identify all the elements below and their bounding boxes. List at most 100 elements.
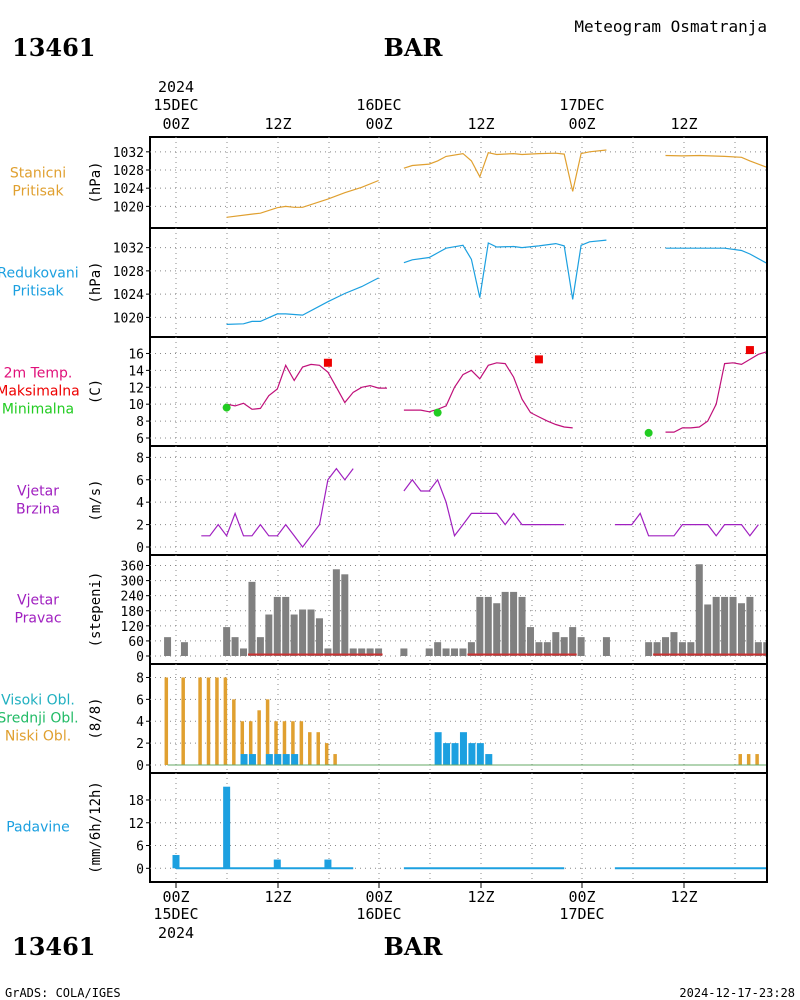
high-cloud-bar — [485, 754, 493, 765]
precip-bar — [223, 786, 231, 869]
panel-frame — [149, 136, 768, 229]
wind-direction-bar — [712, 596, 720, 656]
high-cloud-bar — [240, 754, 248, 765]
top-tick-label: 12Z — [467, 115, 494, 133]
min-temp-point — [433, 408, 442, 417]
min-temp-point — [222, 403, 231, 412]
wind-direction-bar — [265, 614, 273, 656]
series-line — [403, 478, 565, 538]
series-line — [665, 154, 766, 168]
wind-direction-bar — [687, 642, 695, 656]
wind-direction-bar — [754, 642, 762, 656]
y-tick-label: 10 — [128, 398, 144, 413]
wind-direction-bar — [518, 596, 526, 656]
panel-temperature: 6 8 10 12 14 16 (C) 2m Temp. Maksimalna Minimalna — [0, 336, 768, 447]
wind-direction-bar — [442, 648, 450, 656]
y-tick-label: 60 — [128, 635, 144, 650]
y-tick-label: 1024 — [113, 288, 144, 303]
plot-area — [172, 786, 766, 870]
wind-direction-bar — [231, 637, 239, 656]
station-name-bottom: BAR — [384, 932, 444, 961]
wind-direction-bar — [349, 648, 357, 656]
y-tick-label: 8 — [136, 671, 144, 686]
wind-direction-bar — [493, 603, 501, 656]
wind-direction-bar — [299, 609, 307, 656]
wind-direction-bar — [240, 648, 248, 656]
panel-reduced-pressure: 1020 1024 1028 1032 (hPa) Redukovani Pritisak — [0, 227, 768, 338]
plot-area — [164, 677, 766, 766]
y-axis-label: (C) — [88, 379, 104, 404]
panel-label: Redukovani — [0, 266, 79, 282]
plot-area — [201, 467, 759, 549]
low-cloud-bar — [257, 710, 261, 765]
high-cloud-bar — [248, 754, 256, 765]
series-line — [226, 363, 387, 410]
panel-label: Stanicni — [10, 166, 66, 182]
series-line — [403, 239, 607, 300]
wind-direction-bar — [484, 596, 492, 656]
plot-area — [164, 564, 766, 656]
top-time-axis: 00Z 12Z 00Z 12Z 00Z 12Z 15DEC 16DEC 17DEC 2024 — [153, 78, 697, 133]
y-tick-label: 12 — [128, 817, 144, 832]
wind-direction-bar — [721, 596, 729, 656]
panel-station-pressure: 1020 1024 1028 1032 (hPa) Stanicni Pritisak — [10, 136, 768, 229]
panel-label: Vjetar — [17, 484, 59, 500]
high-cloud-bar — [291, 754, 299, 765]
top-year-label: 2024 — [158, 78, 194, 96]
series-line — [403, 149, 607, 192]
series-line — [201, 467, 354, 549]
bottom-tick-label: 12Z — [264, 888, 291, 906]
plot-area — [222, 346, 766, 437]
plot-area — [226, 239, 766, 325]
bottom-time-axis: 00Z 12Z 00Z 12Z 00Z 12Z 15DEC 16DEC 17DEC 2024 — [153, 882, 698, 942]
wind-direction-bar — [180, 642, 188, 656]
low-cloud-bar — [316, 732, 320, 765]
y-tick-label: 1024 — [113, 182, 144, 197]
panels: 1020102410281032(hPa)StanicniPritisak102… — [0, 136, 768, 883]
credit-text: GrADS: COLA/IGES — [5, 986, 121, 1000]
series-line — [665, 351, 766, 433]
panel-label: Pritisak — [12, 184, 64, 200]
panel-wind-speed: 0 2 4 6 8 (m/s) Vjetar Brzina — [16, 445, 768, 556]
y-axis-label: (mm/6h/12h) — [88, 781, 104, 874]
series-line — [403, 362, 573, 429]
y-tick-label: 1028 — [113, 265, 144, 280]
panel-label: Brzina — [16, 502, 60, 518]
low-cloud-bar — [265, 699, 270, 765]
wind-direction-bar — [425, 648, 433, 656]
wind-direction-bar — [510, 591, 518, 656]
wind-direction-bar — [729, 596, 737, 656]
wind-direction-bar — [569, 627, 577, 656]
wind-direction-bar — [248, 581, 256, 656]
top-date-label: 15DEC — [153, 96, 198, 114]
low-cloud-bar — [198, 677, 202, 765]
wind-direction-bar — [332, 569, 340, 656]
top-tick-label: 12Z — [264, 115, 291, 133]
wind-direction-bar — [670, 632, 678, 656]
bottom-year-label: 2024 — [158, 924, 194, 942]
panel-cloud-cover: 0 2 4 6 8 (8/8) Visoki Obl. Srednji Obl. Niski O… — [0, 663, 768, 774]
wind-direction-bar — [737, 603, 745, 656]
y-tick-label: 8 — [136, 415, 144, 430]
precip-bar — [324, 859, 332, 869]
y-tick-label: 2 — [136, 519, 144, 534]
y-tick-label: 1020 — [113, 200, 144, 215]
plot-area — [226, 149, 766, 218]
wind-direction-bar — [459, 648, 467, 656]
y-tick-label: 1028 — [113, 164, 144, 179]
bottom-date-label: 15DEC — [153, 905, 198, 923]
panel-label: Vjetar — [17, 593, 59, 609]
wind-direction-bar — [704, 604, 712, 656]
low-cloud-bar — [308, 732, 312, 765]
y-tick-label: 240 — [121, 590, 144, 605]
wind-direction-bar — [341, 574, 349, 656]
precip-bar — [172, 855, 180, 869]
wind-direction-bar — [543, 642, 551, 656]
y-tick-label: 0 — [136, 759, 144, 774]
top-tick-label: 00Z — [568, 115, 595, 133]
max-temp-point — [745, 346, 754, 355]
bottom-tick-label: 00Z — [568, 888, 595, 906]
bottom-tick-label: 12Z — [670, 888, 697, 906]
panel-label: Srednji Obl. — [0, 711, 79, 727]
